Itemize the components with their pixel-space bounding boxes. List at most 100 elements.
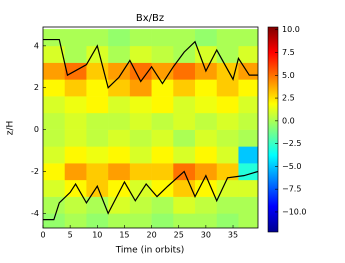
y-axis-label: z/H (6, 121, 16, 136)
heatmap-cell (64, 163, 87, 181)
x-tick-label: 5 (68, 231, 73, 240)
heatmap-cell (86, 146, 109, 164)
colorbar-tick-label: −2.5 (282, 139, 301, 148)
heatmap-cell (86, 179, 109, 197)
heatmap-cell (216, 112, 239, 130)
heatmap-cell (64, 79, 87, 97)
heatmap-cell (173, 146, 196, 164)
heatmap-cell (173, 29, 196, 47)
heatmap-cell (238, 129, 258, 147)
heatmap-cell (195, 163, 218, 181)
x-tick-label: 10 (92, 231, 102, 240)
heatmap-cell (129, 129, 152, 147)
heatmap-cell (151, 45, 174, 63)
heatmap-cell (86, 45, 109, 63)
heatmap-cell (129, 112, 152, 130)
heatmap-cell (129, 163, 152, 181)
heatmap-cell (129, 29, 152, 47)
heatmap-cell (43, 179, 66, 197)
heatmap-cell (43, 112, 66, 130)
heatmap-cell (108, 196, 131, 214)
x-axis-label: Time (in orbits) (115, 246, 185, 256)
heatmap-cell (108, 45, 131, 63)
heatmap-cell (238, 146, 258, 164)
heatmap-cell (108, 129, 131, 147)
x-tick-label: 30 (201, 231, 211, 240)
heatmap-cell (195, 96, 218, 114)
heatmap-cell (151, 163, 174, 181)
heatmap-cell (216, 62, 239, 80)
heatmap-cell (64, 112, 87, 130)
heatmap-cell (129, 196, 152, 214)
heatmap-cell (86, 163, 109, 181)
heatmap-cell (238, 79, 258, 97)
heatmap-cell (108, 62, 131, 80)
heatmap-cell (238, 96, 258, 114)
heatmap-cell (86, 129, 109, 147)
heatmap-cell (195, 79, 218, 97)
heatmap-cell (64, 196, 87, 214)
heatmap-cell (173, 112, 196, 130)
heatmap-cell (129, 96, 152, 114)
heatmap-cell (173, 79, 196, 97)
colorbar-tick-label: 7.5 (282, 48, 295, 57)
heatmap-cell (86, 213, 109, 228)
heatmap-cell (216, 129, 239, 147)
heatmap-cell (195, 213, 218, 228)
heatmap-cell (216, 179, 239, 197)
heatmap-cell (43, 96, 66, 114)
heatmap-cell (216, 196, 239, 214)
heatmap-cell (238, 29, 258, 47)
heatmap-cell (238, 45, 258, 63)
heatmap-cell (129, 213, 152, 228)
y-tick-label: 4 (34, 41, 39, 50)
heatmap-cell (64, 29, 87, 47)
heatmap-cell (43, 45, 66, 63)
colorbar-tick-label: −7.5 (282, 185, 301, 194)
colorbar-tick-label: 10.0 (282, 25, 300, 34)
heatmap-cell (151, 196, 174, 214)
colorbar-tick-label: 2.5 (282, 94, 295, 103)
plot-frame (42, 26, 259, 229)
heatmap-cell (173, 129, 196, 147)
y-tick-label: 0 (34, 125, 39, 134)
heatmap-cell (86, 96, 109, 114)
heatmap-cell (129, 45, 152, 63)
colorbar-tick-label: 5.0 (282, 71, 295, 80)
heatmap-cell (64, 213, 87, 228)
heatmap-cell (216, 79, 239, 97)
colorbar (267, 26, 279, 233)
heatmap-cell (64, 96, 87, 114)
heatmap-cell (195, 45, 218, 63)
heatmap-cell (195, 112, 218, 130)
heatmap-cell (151, 129, 174, 147)
heatmap-cell (108, 213, 131, 228)
heatmap-cell (64, 45, 87, 63)
heatmap-cell (43, 196, 66, 214)
colorbar-tick-label: 0.0 (282, 116, 295, 125)
heatmap-cell (216, 163, 239, 181)
heatmap-cell (216, 146, 239, 164)
heatmap-cell (108, 179, 131, 197)
heatmap-cell (43, 79, 66, 97)
heatmap-cell (216, 45, 239, 63)
heatmap-cell (151, 179, 174, 197)
heatmap-cell (151, 29, 174, 47)
heatmap-cell (238, 62, 258, 80)
heatmap-cell (43, 146, 66, 164)
heatmap-cell (195, 196, 218, 214)
heatmap-cell (173, 62, 196, 80)
y-tick-label: -2 (31, 167, 39, 176)
heatmap-cell (43, 62, 66, 80)
heatmap-cell (151, 96, 174, 114)
x-tick-label: 15 (119, 231, 129, 240)
colorbar-tick-label: −10.0 (282, 207, 307, 216)
x-tick-label: 25 (174, 231, 184, 240)
heatmap-cell (86, 29, 109, 47)
heatmap-cell (43, 213, 66, 228)
heatmap-cell (108, 96, 131, 114)
y-tick-label: -4 (31, 209, 39, 218)
heatmap-cell (216, 213, 239, 228)
colorbar-tick-label: −5.0 (282, 162, 301, 171)
heatmap-cell (86, 112, 109, 130)
